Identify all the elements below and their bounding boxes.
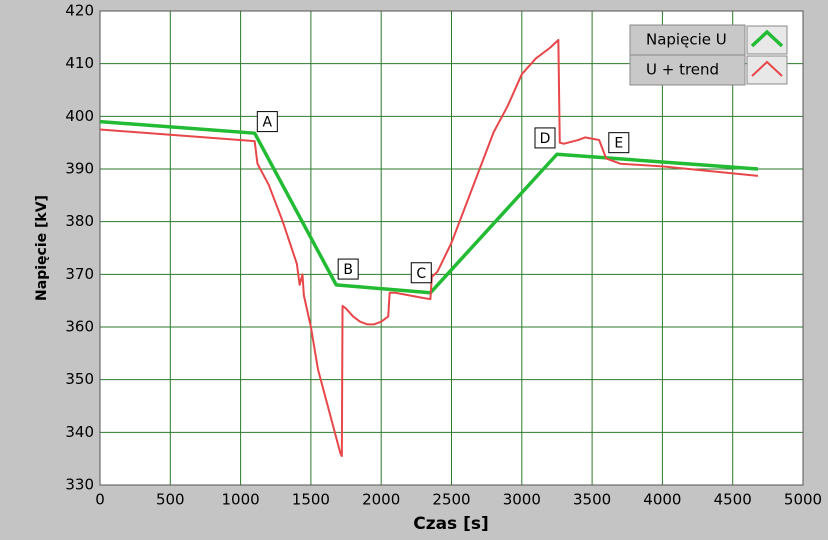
x-axis-title: Czas [s] (413, 514, 489, 534)
data-line (99, 119, 759, 295)
x-tick-label: 2000 (362, 491, 400, 509)
legend-swatch (751, 60, 783, 77)
annotation-label: D (540, 131, 551, 147)
plot-border (99, 10, 804, 486)
annotation-box (337, 258, 359, 280)
y-tick-label: 350 (65, 370, 94, 388)
annotation-box (256, 111, 278, 133)
y-tick-label: 390 (65, 160, 94, 178)
y-tick-label: 380 (65, 212, 94, 230)
y-tick-label: 340 (65, 423, 94, 441)
legend-label: Napięcie U (646, 31, 727, 49)
annotation-label: C (416, 266, 426, 282)
x-tick-label: 0 (95, 491, 105, 509)
x-tick-label: 500 (156, 491, 185, 509)
x-tick-label: 1000 (222, 491, 260, 509)
y-axis-title: Napięcie [kV] (34, 195, 50, 301)
x-tick-label: 4000 (643, 491, 681, 509)
annotation-label: B (343, 262, 353, 278)
legend-entry-bg (629, 24, 746, 56)
legend-swatch-bg (746, 55, 788, 85)
annotation-label: A (263, 115, 273, 131)
y-tick-label: 420 (65, 2, 94, 20)
annotation-box (608, 132, 630, 154)
y-tick-label: 370 (65, 265, 94, 283)
x-tick-label: 3000 (503, 491, 541, 509)
legend-swatch (750, 29, 784, 48)
y-tick-label: 410 (65, 54, 94, 72)
legend-entry-bg (629, 54, 746, 86)
annotation-box (534, 127, 556, 149)
x-tick-label: 4500 (714, 491, 752, 509)
x-tick-label: 1500 (292, 491, 330, 509)
legend-label: U + trend (646, 61, 719, 79)
x-tick-label: 2500 (432, 491, 470, 509)
y-tick-label: 400 (65, 107, 94, 125)
annotation-box (410, 262, 432, 284)
y-tick-label: 360 (65, 318, 94, 336)
annotation-label: E (614, 136, 623, 152)
data-line (99, 38, 759, 458)
x-tick-label: 3500 (573, 491, 611, 509)
y-tick-label: 330 (65, 476, 94, 494)
x-tick-label: 5000 (784, 491, 822, 509)
